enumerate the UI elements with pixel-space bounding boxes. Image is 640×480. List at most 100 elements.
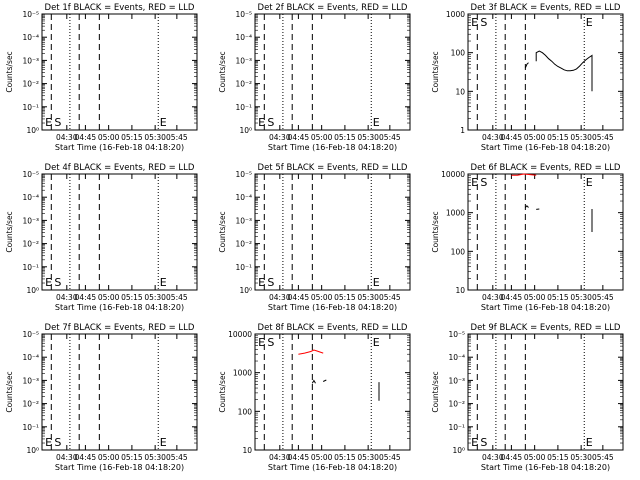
y-tick-label: 10⁻⁴	[235, 33, 252, 42]
y-tick-label: 10000	[228, 330, 252, 339]
x-tick-label: 05:15	[547, 453, 569, 462]
y-tick-label: 10⁰	[26, 446, 39, 455]
marker-s: S	[480, 176, 487, 189]
y-tick-label: 10⁻⁵	[22, 330, 39, 339]
y-tick-label: 10⁻¹	[22, 103, 39, 112]
y-tick-label: 10⁻²	[448, 400, 465, 409]
x-tick-label: 05:30	[357, 293, 379, 302]
x-tick-label: 04:45	[288, 453, 310, 462]
x-tick-label: 05:30	[570, 453, 592, 462]
x-tick-label: 05:15	[121, 293, 143, 302]
x-axis-label: Start Time (16-Feb-18 04:18:20)	[481, 143, 610, 152]
x-tick-label: 05:00	[311, 453, 333, 462]
y-tick-label: 10⁻³	[448, 376, 465, 385]
y-tick-label: 10⁻²	[22, 240, 39, 249]
chart-title: Det 5f BLACK = Events, RED = LLD	[258, 163, 408, 173]
series-2-line-segment-1	[311, 379, 316, 384]
x-tick-label: 05:00	[311, 293, 333, 302]
y-tick-label: 10⁰	[239, 126, 252, 135]
x-tick-label: 05:15	[121, 133, 143, 142]
chart-panel-9: Det 9f BLACK = Events, RED = LLD 10⁰ 10⁻¹ 1…	[431, 323, 624, 472]
x-tick-label: 04:30	[269, 453, 291, 462]
y-tick-label: 10⁻⁵	[235, 170, 252, 179]
x-axis-label: Start Time (16-Feb-18 04:18:20)	[268, 463, 397, 472]
marker-s: S	[480, 16, 487, 29]
marker-e: E	[586, 436, 593, 449]
x-tick-label: 05:00	[98, 453, 120, 462]
x-tick-label: 05:00	[524, 453, 546, 462]
x-tick-label: 05:15	[334, 453, 356, 462]
x-tick-label: 04:45	[501, 453, 523, 462]
x-tick-label: 04:45	[501, 133, 523, 142]
x-tick-label: 05:00	[311, 133, 333, 142]
x-tick-label: 05:45	[166, 133, 188, 142]
y-tick-label: 10⁻²	[235, 80, 252, 89]
x-tick-label: 04:45	[288, 293, 310, 302]
x-axis-label: Start Time (16-Feb-18 04:18:20)	[55, 303, 184, 312]
series-1-line-segment-1	[298, 349, 324, 355]
chart-title: Det 1f BLACK = Events, RED = LLD	[45, 3, 195, 13]
y-tick-label: 10⁻³	[22, 216, 39, 225]
y-tick-label: 10⁻⁴	[22, 353, 39, 362]
x-tick-label: 05:45	[379, 293, 401, 302]
plot-frame	[254, 173, 411, 291]
plot-frame	[467, 173, 624, 291]
y-tick-label: 10⁻³	[22, 376, 39, 385]
y-tick-label: 10⁻³	[235, 56, 252, 65]
marker-e: E	[160, 436, 167, 449]
x-tick-label: 04:45	[288, 133, 310, 142]
marker-e-left: E	[471, 436, 478, 449]
y-tick-label: 10⁻²	[235, 240, 252, 249]
x-tick-label: 05:00	[524, 293, 546, 302]
y-tick-label: 10000	[441, 170, 465, 179]
chart-title: Det 7f BLACK = Events, RED = LLD	[45, 323, 195, 333]
marker-e-left: E	[471, 16, 478, 29]
x-axis-label: Start Time (16-Feb-18 04:18:20)	[481, 303, 610, 312]
x-tick-label: 05:30	[570, 133, 592, 142]
chart-panel-1: Det 1f BLACK = Events, RED = LLD 10⁰ 10⁻¹ 1…	[5, 3, 198, 152]
x-tick-label: 05:15	[547, 293, 569, 302]
y-tick-label: 10⁻⁵	[22, 10, 39, 19]
x-tick-label: 04:30	[482, 293, 504, 302]
y-axis-label: Counts/sec	[5, 371, 14, 412]
marker-e: E	[586, 176, 593, 189]
series-1-line-segment-2	[535, 50, 593, 92]
x-tick-label: 04:30	[56, 453, 78, 462]
y-tick-label: 10⁻¹	[22, 423, 39, 432]
x-tick-label: 05:15	[121, 453, 143, 462]
y-axis-label: Counts/sec	[431, 211, 440, 252]
marker-s: S	[54, 276, 61, 289]
y-tick-label: 10⁻³	[22, 56, 39, 65]
x-tick-label: 05:30	[357, 133, 379, 142]
chart-title: Det 9f BLACK = Events, RED = LLD	[471, 323, 621, 333]
x-tick-label: 04:30	[482, 133, 504, 142]
x-tick-label: 04:45	[501, 293, 523, 302]
marker-e: E	[160, 276, 167, 289]
y-tick-label: 10⁻⁴	[22, 33, 39, 42]
chart-title: Det 6f BLACK = Events, RED = LLD	[471, 163, 621, 173]
y-tick-label: 10	[455, 286, 465, 295]
x-tick-label: 05:45	[379, 133, 401, 142]
x-tick-label: 04:30	[269, 133, 291, 142]
y-tick-label: 10⁻¹	[235, 263, 252, 272]
plot-frame	[41, 13, 198, 131]
x-tick-label: 04:45	[75, 453, 97, 462]
marker-s: S	[267, 116, 274, 129]
y-tick-label: 10⁻⁵	[235, 10, 252, 19]
marker-e-left: E	[258, 336, 265, 349]
x-tick-label: 05:15	[334, 133, 356, 142]
series-2-line-segment-1	[524, 205, 529, 208]
x-tick-label: 05:30	[144, 453, 166, 462]
marker-e-left: E	[258, 276, 265, 289]
x-axis-label: Start Time (16-Feb-18 04:18:20)	[268, 143, 397, 152]
x-tick-label: 05:00	[98, 293, 120, 302]
x-axis-label: Start Time (16-Feb-18 04:18:20)	[268, 303, 397, 312]
y-tick-label: 10	[455, 87, 465, 96]
marker-s: S	[54, 116, 61, 129]
y-tick-label: 10⁰	[239, 286, 252, 295]
chart-panel-8: Det 8f BLACK = Events, RED = LLD 10 100 100…	[218, 323, 411, 472]
y-tick-label: 10⁻³	[235, 216, 252, 225]
x-tick-label: 05:45	[592, 133, 614, 142]
marker-e: E	[373, 276, 380, 289]
